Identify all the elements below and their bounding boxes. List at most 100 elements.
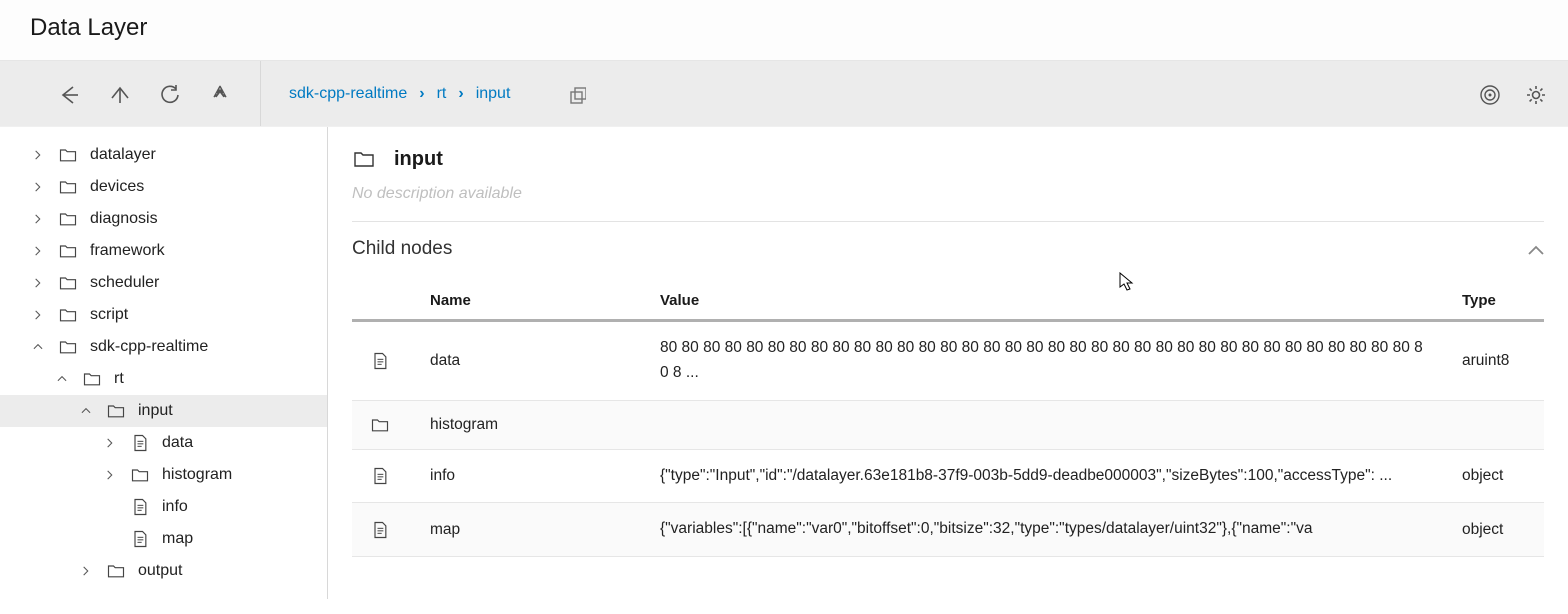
- section-title: Child nodes: [352, 238, 452, 260]
- content-panel: input No description available Child nod…: [328, 127, 1568, 599]
- tree-item-label: info: [162, 498, 188, 516]
- folder-icon: [58, 305, 78, 325]
- chevron-right-icon[interactable]: [30, 212, 46, 226]
- main-area: datalayer devices diagnosis framework schedu…: [0, 127, 1568, 599]
- chevron-right-icon[interactable]: [30, 244, 46, 258]
- toolbar-right-group: [1456, 61, 1568, 126]
- tree-item-framework[interactable]: framework: [0, 235, 327, 267]
- table-header-row: Name Value Type: [352, 282, 1544, 321]
- column-header-name[interactable]: Name: [422, 282, 652, 321]
- tree-item-datalayer[interactable]: datalayer: [0, 139, 327, 171]
- cell-value: {"type":"Input","id":"/datalayer.63e181b…: [652, 449, 1454, 503]
- chevron-right-icon[interactable]: [102, 468, 118, 482]
- tree-item-histogram[interactable]: histogram: [0, 459, 327, 491]
- chevron-up-icon[interactable]: [78, 404, 94, 418]
- table-row[interactable]: map{"variables":[{"name":"var0","bitoffs…: [352, 503, 1544, 557]
- divider: [352, 221, 1544, 222]
- breadcrumb-area: sdk-cpp-realtime › rt › input: [261, 61, 1456, 126]
- folder-icon: [106, 401, 126, 421]
- breadcrumb: sdk-cpp-realtime › rt › input: [289, 84, 586, 104]
- tree-item-label: histogram: [162, 466, 232, 484]
- settings-button[interactable]: [1524, 83, 1546, 105]
- chevron-right-icon: ›: [419, 85, 424, 103]
- tree-item-label: datalayer: [90, 146, 156, 164]
- page-header: Data Layer: [0, 0, 1568, 61]
- table-row[interactable]: histogram: [352, 400, 1544, 449]
- column-header-icon: [352, 282, 422, 321]
- cell-type: object: [1454, 503, 1544, 557]
- breadcrumb-item[interactable]: rt: [437, 85, 447, 103]
- chevron-right-icon[interactable]: [102, 436, 118, 450]
- chevron-right-icon[interactable]: [30, 308, 46, 322]
- chevron-up-icon[interactable]: [54, 372, 70, 386]
- cell-value: {"variables":[{"name":"var0","bitoffset"…: [652, 503, 1454, 557]
- toolbar-nav-group: [0, 61, 261, 126]
- sparkle-button[interactable]: [208, 83, 230, 105]
- tree-item-info[interactable]: info: [0, 491, 327, 523]
- chevron-right-icon[interactable]: [30, 148, 46, 162]
- tree-item-input[interactable]: input: [0, 395, 327, 427]
- folder-icon: [130, 465, 150, 485]
- node-header: input: [352, 147, 1544, 171]
- file-icon: [352, 503, 422, 557]
- tree-item-label: framework: [90, 242, 165, 260]
- node-title: input: [394, 148, 443, 171]
- tree-item-output[interactable]: output: [0, 555, 327, 587]
- tree-item-rt[interactable]: rt: [0, 363, 327, 395]
- tree-item-label: data: [162, 434, 193, 452]
- folder-icon: [58, 337, 78, 357]
- node-description: No description available: [352, 185, 1544, 203]
- tree-item-sdk-cpp-realtime[interactable]: sdk-cpp-realtime: [0, 331, 327, 363]
- breadcrumb-item[interactable]: sdk-cpp-realtime: [289, 85, 407, 103]
- column-header-type[interactable]: Type: [1454, 282, 1544, 321]
- folder-icon: [58, 241, 78, 261]
- tree-item-label: input: [138, 402, 173, 420]
- tree-item-diagnosis[interactable]: diagnosis: [0, 203, 327, 235]
- file-icon: [130, 529, 150, 549]
- child-nodes-header: Child nodes: [352, 238, 1544, 260]
- cell-name: data: [422, 321, 652, 401]
- chevron-right-icon[interactable]: [30, 180, 46, 194]
- table-row[interactable]: data80 80 80 80 80 80 80 80 80 80 80 80 …: [352, 321, 1544, 401]
- tree-item-label: devices: [90, 178, 144, 196]
- tree-sidebar: datalayer devices diagnosis framework schedu…: [0, 127, 328, 599]
- tree-item-script[interactable]: script: [0, 299, 327, 331]
- column-header-value[interactable]: Value: [652, 282, 1454, 321]
- file-icon: [130, 497, 150, 517]
- tree-item-label: scheduler: [90, 274, 159, 292]
- file-icon: [130, 433, 150, 453]
- cell-name: histogram: [422, 400, 652, 449]
- cell-name: map: [422, 503, 652, 557]
- folder-icon: [58, 145, 78, 165]
- folder-icon: [106, 561, 126, 581]
- refresh-button[interactable]: [158, 83, 180, 105]
- folder-icon: [58, 177, 78, 197]
- tree-item-label: script: [90, 306, 128, 324]
- tree-item-label: map: [162, 530, 193, 548]
- toolbar: sdk-cpp-realtime › rt › input: [0, 61, 1568, 127]
- breadcrumb-item[interactable]: input: [476, 85, 511, 103]
- tree-item-label: rt: [114, 370, 124, 388]
- tree-item-label: diagnosis: [90, 210, 158, 228]
- tree-item-label: output: [138, 562, 182, 580]
- folder-icon: [58, 273, 78, 293]
- up-button[interactable]: [108, 83, 130, 105]
- table-row[interactable]: info{"type":"Input","id":"/datalayer.63e…: [352, 449, 1544, 503]
- chevron-up-icon[interactable]: [30, 340, 46, 354]
- collapse-button[interactable]: [1524, 239, 1544, 259]
- chevron-right-icon: ›: [458, 85, 463, 103]
- chevron-right-icon[interactable]: [78, 564, 94, 578]
- tree-item-data[interactable]: data: [0, 427, 327, 459]
- back-button[interactable]: [58, 83, 80, 105]
- tree-item-scheduler[interactable]: scheduler: [0, 267, 327, 299]
- file-icon: [352, 321, 422, 401]
- child-nodes-table: Name Value Type data80 80 80 80 80 80 80…: [352, 282, 1544, 557]
- chevron-right-icon[interactable]: [30, 276, 46, 290]
- tree-item-devices[interactable]: devices: [0, 171, 327, 203]
- popout-button[interactable]: [566, 84, 586, 104]
- tree-item-label: sdk-cpp-realtime: [90, 338, 208, 356]
- folder-icon: [352, 400, 422, 449]
- target-button[interactable]: [1478, 83, 1500, 105]
- folder-icon: [82, 369, 102, 389]
- tree-item-map[interactable]: map: [0, 523, 327, 555]
